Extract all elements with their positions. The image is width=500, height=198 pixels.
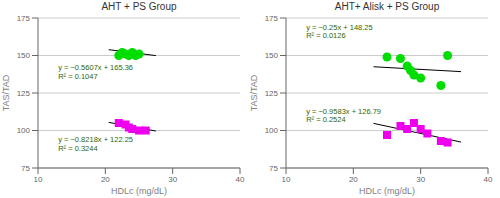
svg-text:10: 10 — [282, 175, 291, 184]
svg-text:40: 40 — [236, 175, 245, 184]
svg-text:100: 100 — [17, 126, 31, 135]
svg-text:y = −0.9583x + 126.79R² = 0.25: y = −0.9583x + 126.79R² = 0.2524 — [306, 107, 381, 125]
html-text:AHT + PS Group: AHT + PS Group — [101, 1, 177, 12]
svg-text:150: 150 — [17, 51, 31, 60]
svg-text:125: 125 — [265, 89, 279, 98]
svg-text:175: 175 — [265, 14, 279, 23]
svg-text:40: 40 — [484, 175, 492, 184]
svg-text:150: 150 — [265, 51, 279, 60]
svg-text:75: 75 — [269, 164, 278, 173]
svg-text:125: 125 — [17, 89, 31, 98]
svg-text:20: 20 — [349, 175, 358, 184]
svg-text:20: 20 — [101, 175, 110, 184]
svg-text:30: 30 — [416, 175, 425, 184]
svg-text:30: 30 — [168, 175, 177, 184]
svg-text:HDLc (mg/dL): HDLc (mg/dL) — [359, 186, 415, 196]
svg-text:y = −0.5607x + 165.36R² = 0.10: y = −0.5607x + 165.36R² = 0.1047 — [58, 63, 133, 81]
svg-text:TAS/TAD: TAS/TAD — [8, 74, 11, 111]
svg-text:y = −0.25x + 148.25R² = 0.0126: y = −0.25x + 148.25R² = 0.0126 — [306, 23, 373, 41]
svg-text:HDLc (mg/dL): HDLc (mg/dL) — [111, 186, 167, 196]
svg-text:y = −0.8218x + 122.25R² = 0.32: y = −0.8218x + 122.25R² = 0.3244 — [58, 135, 133, 153]
svg-text:TAS/TAD: TAS/TAD — [249, 74, 259, 111]
svg-text:75: 75 — [21, 164, 30, 173]
svg-text:100: 100 — [265, 126, 279, 135]
svg-text:10: 10 — [34, 175, 43, 184]
html-text:AHT+ Alisk + PS Group: AHT+ Alisk + PS Group — [334, 1, 440, 12]
svg-text:175: 175 — [17, 14, 31, 23]
